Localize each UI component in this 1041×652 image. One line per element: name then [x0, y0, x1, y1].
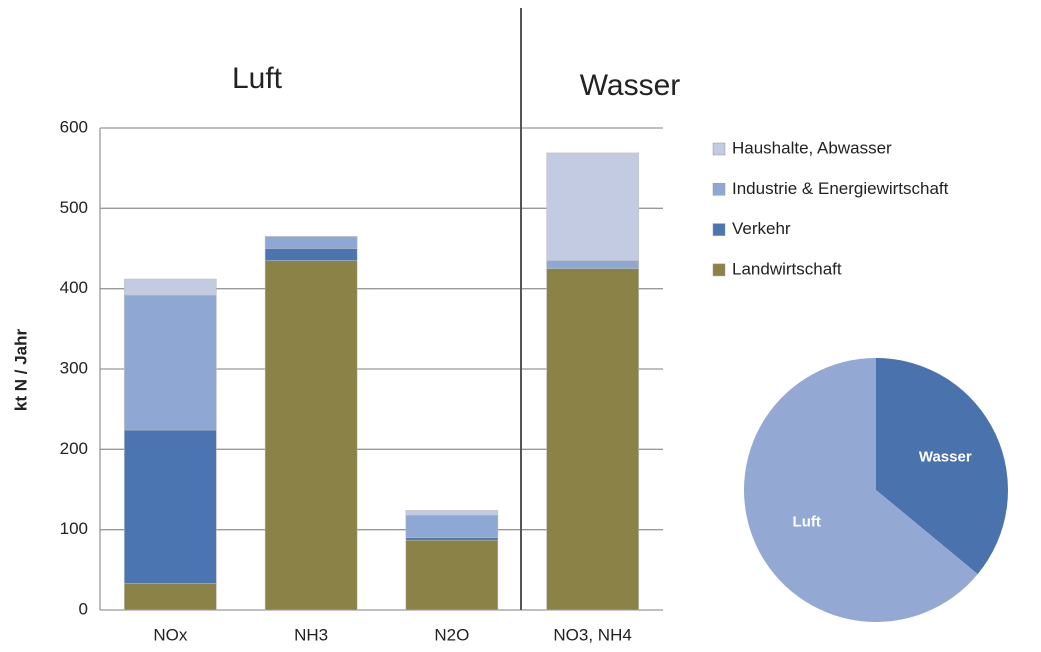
bar-segment: [264, 236, 358, 249]
x-tick-label: NH3: [294, 625, 328, 644]
y-tick-label: 0: [79, 599, 88, 618]
bar-segment: [405, 514, 499, 538]
legend-label: Landwirtschaft: [732, 259, 842, 278]
bar-segment: [124, 429, 217, 584]
section-label: Luft: [232, 62, 283, 95]
bar-segment: [405, 539, 499, 611]
bar-segment: [546, 152, 639, 261]
legend-swatch: [712, 142, 726, 156]
bar-segment: [546, 260, 639, 269]
bar-segment: [124, 278, 217, 296]
pie-slice: [744, 358, 978, 622]
x-tick-label: NOx: [153, 625, 188, 644]
legend-swatch: [712, 263, 726, 277]
bar-segment: [124, 583, 217, 611]
bar-segment: [546, 268, 639, 611]
legend-label: Industrie & Energiewirtschaft: [732, 179, 949, 198]
y-axis-label: kt N / Jahr: [11, 329, 30, 412]
pie-label: Luft: [793, 514, 821, 531]
y-tick-label: 200: [60, 439, 88, 458]
legend-swatch: [712, 183, 726, 196]
y-tick-label: 300: [60, 358, 88, 377]
bar-segment: [405, 510, 499, 516]
bar-segment: [264, 260, 358, 611]
section-label: Wasser: [580, 69, 681, 102]
legend-label: Haushalte, Abwasser: [732, 138, 892, 157]
y-tick-label: 600: [60, 117, 88, 136]
pie-slice: [876, 358, 1009, 575]
pie-label: Wasser: [919, 448, 972, 465]
y-tick-label: 400: [60, 278, 88, 297]
x-tick-label: N2O: [434, 625, 469, 644]
y-tick-label: 500: [60, 198, 88, 217]
bar-segment: [264, 248, 358, 261]
legend-label: Verkehr: [732, 219, 791, 238]
bar-segment: [124, 294, 217, 431]
x-tick-label: NO3, NH4: [553, 625, 631, 644]
y-tick-label: 100: [60, 519, 88, 538]
bar-segment: [405, 537, 499, 541]
legend-swatch: [712, 223, 726, 236]
